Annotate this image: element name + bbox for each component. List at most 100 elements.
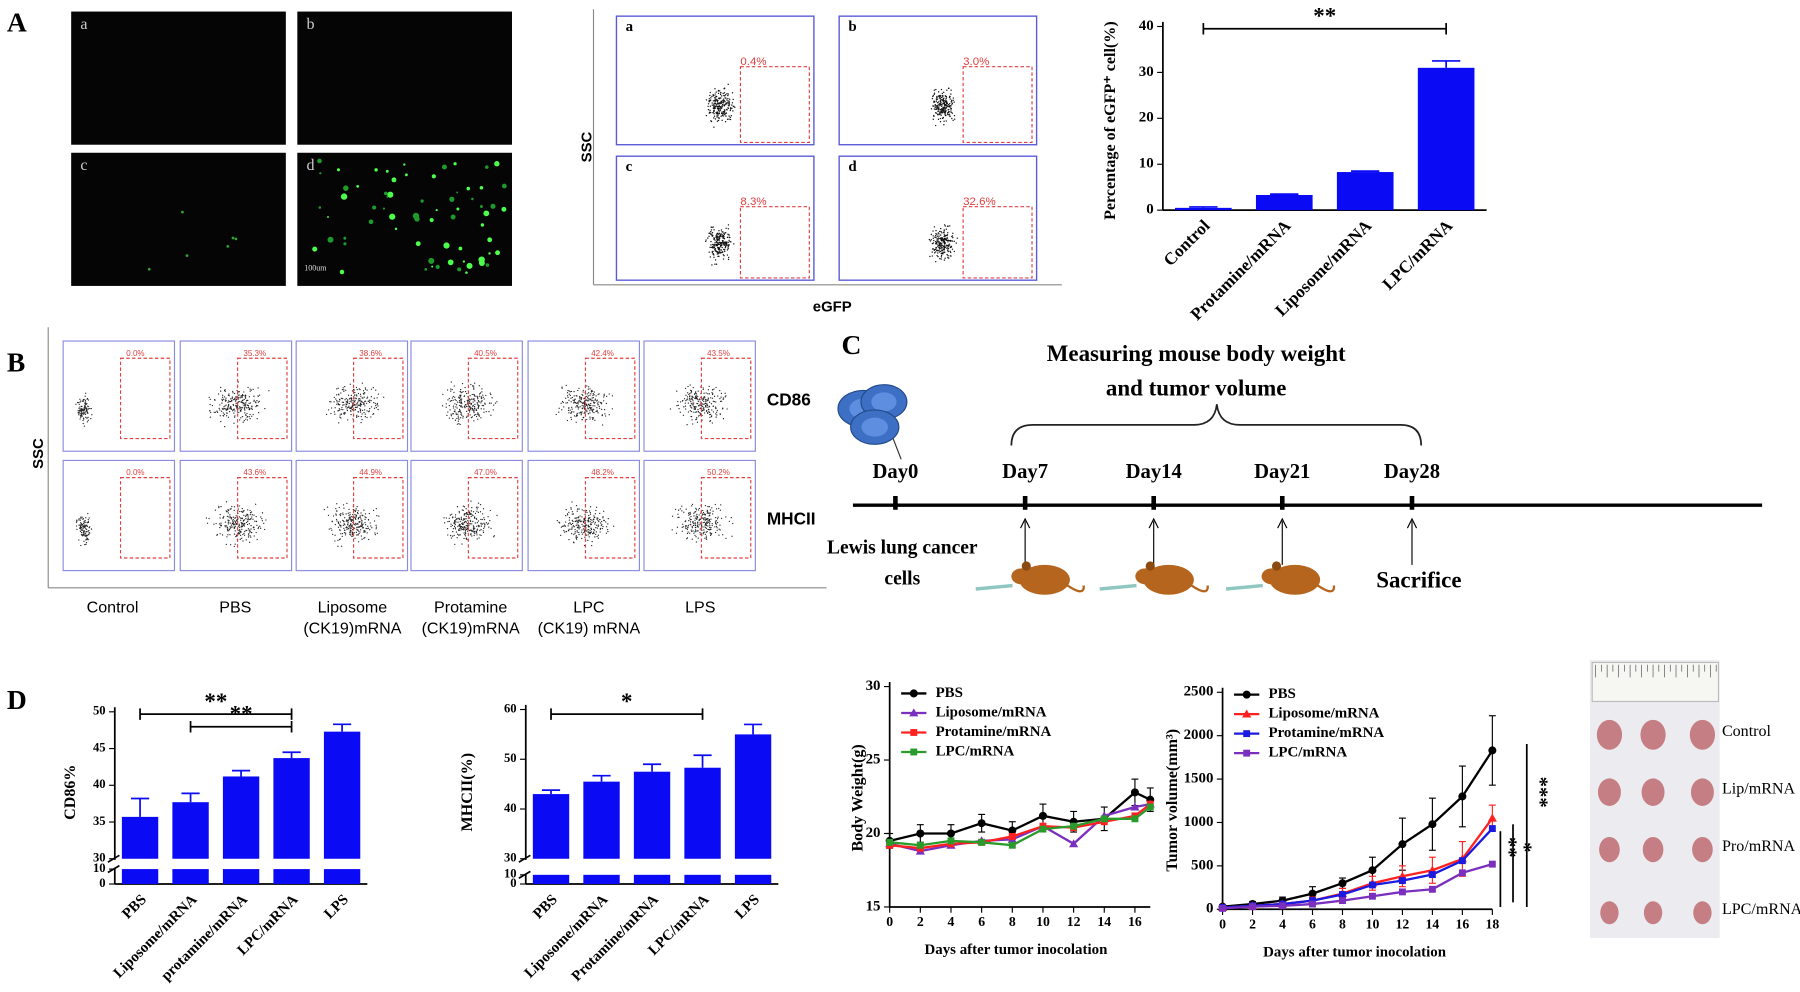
flow-dot	[232, 516, 235, 518]
flow-dot	[598, 405, 600, 407]
flow-dot	[476, 413, 478, 416]
fluorescent-cell	[424, 268, 428, 271]
flow-dot	[689, 513, 691, 516]
flow-dot	[366, 397, 368, 399]
marker	[1130, 788, 1139, 797]
flow-dot	[357, 523, 359, 525]
flow-dot	[937, 91, 940, 93]
flow-percentage: 43.5%	[707, 349, 730, 358]
flow-dot	[342, 504, 345, 506]
flow-dot	[691, 395, 693, 397]
flow-dot	[352, 400, 354, 402]
flow-dot	[339, 416, 341, 418]
flow-dot	[240, 524, 243, 526]
flow-dot	[726, 99, 728, 101]
flow-dot	[346, 528, 348, 530]
flow-dot	[689, 392, 691, 395]
flow-dot	[712, 411, 715, 413]
flow-dot	[360, 529, 362, 531]
flow-dot	[947, 104, 949, 106]
flow-dot	[582, 394, 584, 396]
flow-dot	[581, 529, 583, 531]
flow-dot	[224, 521, 227, 523]
fluorescent-cell	[343, 242, 347, 246]
flow-dot	[478, 385, 480, 387]
flow-dot	[253, 535, 255, 537]
flow-dot	[476, 402, 478, 404]
flow-dot	[366, 532, 368, 534]
flow-dot	[693, 411, 695, 413]
flow-dot	[705, 400, 707, 402]
flow-dot	[595, 506, 598, 508]
flow-dot	[451, 524, 454, 527]
tumor	[1642, 836, 1664, 863]
flow-dot	[940, 252, 942, 255]
x-tick-label: 0	[886, 914, 893, 929]
flow-dot	[336, 388, 338, 390]
flow-dot	[718, 111, 721, 113]
flow-dot	[216, 411, 219, 413]
flow-dot	[703, 529, 705, 531]
flow-dot	[596, 536, 598, 538]
flow-dot	[459, 404, 461, 407]
flow-dot	[344, 385, 346, 388]
flow-dot	[257, 387, 259, 389]
marker	[1338, 879, 1347, 888]
flow-dot	[576, 527, 579, 529]
flow-dot	[480, 408, 482, 410]
flow-dot	[365, 516, 367, 519]
flow-dot	[448, 405, 450, 407]
flow-dot	[720, 392, 723, 395]
flow-dot	[612, 525, 615, 527]
flow-dot	[720, 249, 723, 251]
flow-dot	[358, 521, 360, 523]
flow-dot	[228, 401, 231, 403]
flow-dot	[452, 417, 454, 420]
fluorescent-cell	[391, 177, 397, 183]
flow-dot	[221, 396, 224, 398]
flow-dot	[457, 417, 460, 419]
flow-dot	[575, 415, 577, 417]
flow-dot	[691, 404, 693, 406]
flow-dot	[357, 510, 359, 512]
flow-dot	[334, 534, 336, 536]
y-tick-label: 2000	[1184, 727, 1214, 743]
flow-dot	[558, 407, 560, 409]
flow-dot	[334, 540, 336, 542]
flow-dot	[340, 533, 342, 535]
flow-dot	[703, 531, 705, 533]
flow-dot	[596, 409, 598, 411]
flow-dot	[691, 530, 693, 533]
fluorescent-cell	[501, 206, 507, 212]
flow-dot	[594, 405, 596, 407]
flow-dot	[339, 414, 341, 416]
flow-dot	[225, 415, 228, 417]
flow-dot	[704, 518, 706, 520]
marker	[1458, 857, 1466, 865]
flow-dot	[237, 525, 240, 527]
flow-dot	[79, 401, 81, 403]
flow-dot	[948, 102, 951, 105]
flow-dot	[726, 93, 728, 95]
flow-dot	[364, 523, 367, 526]
fluorescent-cell	[435, 264, 440, 270]
flow-dot	[692, 396, 694, 399]
flow-dot	[357, 401, 359, 403]
flow-dot	[363, 403, 365, 405]
flow-dot	[338, 409, 341, 411]
flow-dot	[209, 409, 211, 412]
flow-dot	[584, 411, 586, 413]
flow-dot	[577, 406, 579, 408]
fluorescent-cell	[501, 183, 507, 189]
flow-percentage: 42.4%	[591, 349, 614, 358]
flow-dot	[473, 411, 475, 414]
flow-dot	[83, 425, 86, 427]
flow-dot	[86, 402, 88, 405]
flow-dot	[364, 392, 366, 394]
flow-dot	[711, 391, 713, 394]
significance-label: *	[621, 689, 632, 714]
flow-dot	[83, 410, 85, 412]
flow-dot	[556, 519, 558, 522]
y-tick-label: 10	[504, 867, 517, 881]
flow-dot	[682, 526, 684, 528]
